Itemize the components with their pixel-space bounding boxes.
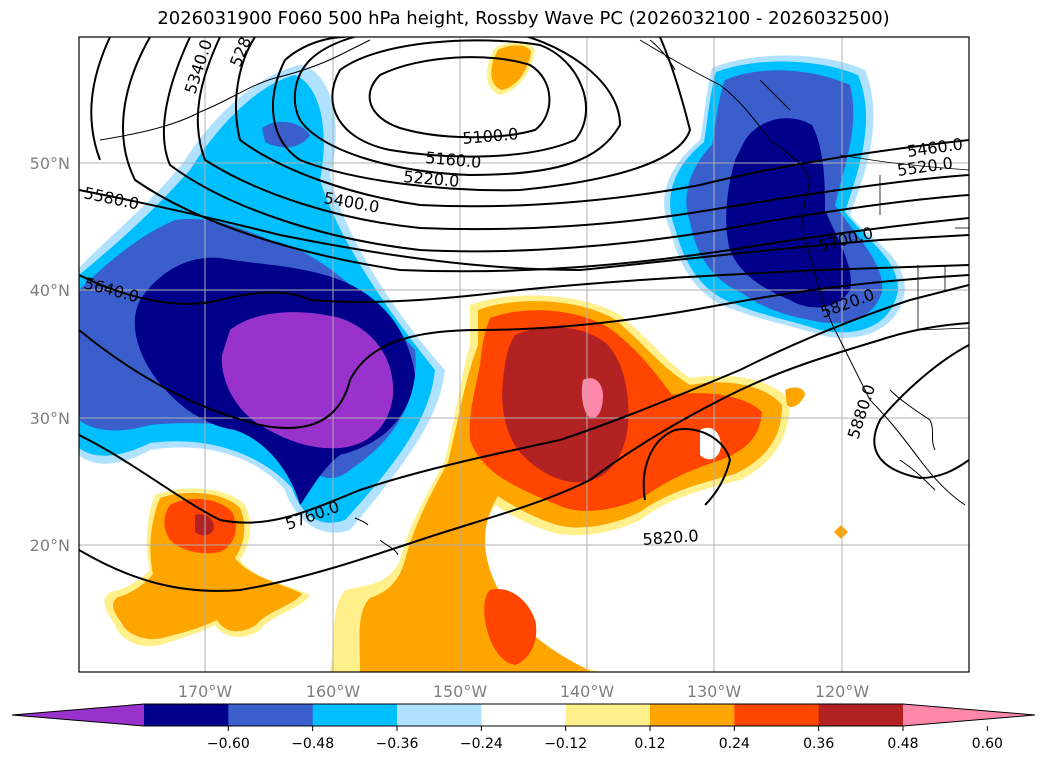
colorbar-segment (144, 704, 229, 726)
lon-label-160w: 160°W (306, 682, 361, 701)
colorbar-outline (11, 703, 1036, 727)
neg-east-0.48 (726, 118, 851, 308)
lon-label-130w: 130°W (687, 682, 742, 701)
height-contours (79, 37, 969, 592)
lat-label-50n: 50°N (30, 154, 70, 173)
lon-label-150w: 150°W (433, 682, 488, 701)
contour-label: 5100.0 (462, 124, 519, 148)
shaded-anomaly-field: 5340.0 5280.0 5100.0 5160.0 5220.0 5400.… (79, 37, 969, 672)
coastlines (99, 39, 966, 556)
colorbar-tick-label: −0.48 (291, 736, 334, 752)
pos-main-0.48 (502, 327, 629, 483)
lat-label-20n: 20°N (30, 536, 70, 555)
lon-label-140w: 140°W (560, 682, 615, 701)
gridlines (79, 37, 969, 672)
colorbar-tick-label: 0.48 (887, 736, 918, 752)
contour-label: 5160.0 (425, 148, 482, 172)
colorbar-tick-label: −0.60 (207, 736, 250, 752)
lon-label-170w: 170°W (178, 682, 233, 701)
colorbar-segment (312, 704, 398, 726)
map-title: 2026031900 F060 500 hPa height, Rossby W… (157, 8, 890, 29)
colorbar-tick-label: 0.60 (972, 736, 1003, 752)
colorbar-segment (650, 704, 735, 726)
colorbar-tick-label: −0.24 (460, 736, 503, 752)
colorbar-tick-label: 0.12 (634, 736, 665, 752)
lon-axis-labels: 170°W 160°W 150°W 140°W 130°W 120°W (178, 682, 870, 701)
colorbar-segment (565, 704, 651, 726)
colorbar-tick-label: −0.12 (544, 736, 587, 752)
contour-label: 5820.0 (642, 526, 699, 549)
colorbar-extend-low (12, 704, 144, 726)
colorbar-segment (228, 704, 314, 726)
plot-frame (78, 36, 970, 673)
colorbar-tick-label: 0.24 (719, 736, 750, 752)
neg-north-0.36 (262, 121, 310, 148)
pos-far-spot (834, 525, 848, 539)
colorbar-tick-label: −0.36 (376, 736, 419, 752)
contour-label: 5220.0 (403, 167, 460, 191)
lon-label-120w: 120°W (815, 682, 870, 701)
colorbar-tick-label: 0.36 (803, 736, 834, 752)
colorbar-segment (818, 704, 904, 726)
colorbar-segment (397, 704, 482, 726)
neg-west-0.60 (221, 312, 394, 449)
colorbar: −0.60 −0.48 −0.36 −0.24 −0.12 0.12 0.24 0.36 0.4… (11, 703, 1036, 752)
pos-hole-white (700, 427, 721, 460)
lat-label-30n: 30°N (30, 409, 70, 428)
pos-south-0.36 (484, 589, 537, 665)
colorbar-extend-high (903, 704, 1035, 726)
pos-north-0.24 (491, 45, 531, 90)
lat-axis-labels: 50°N 40°N 30°N 20°N (30, 154, 70, 555)
colorbar-segment (734, 704, 820, 726)
pos-sw-0.24 (112, 492, 302, 640)
colorbar-segment (481, 704, 567, 726)
pos-east-spot (785, 387, 805, 407)
lat-label-40n: 40°N (30, 281, 70, 300)
